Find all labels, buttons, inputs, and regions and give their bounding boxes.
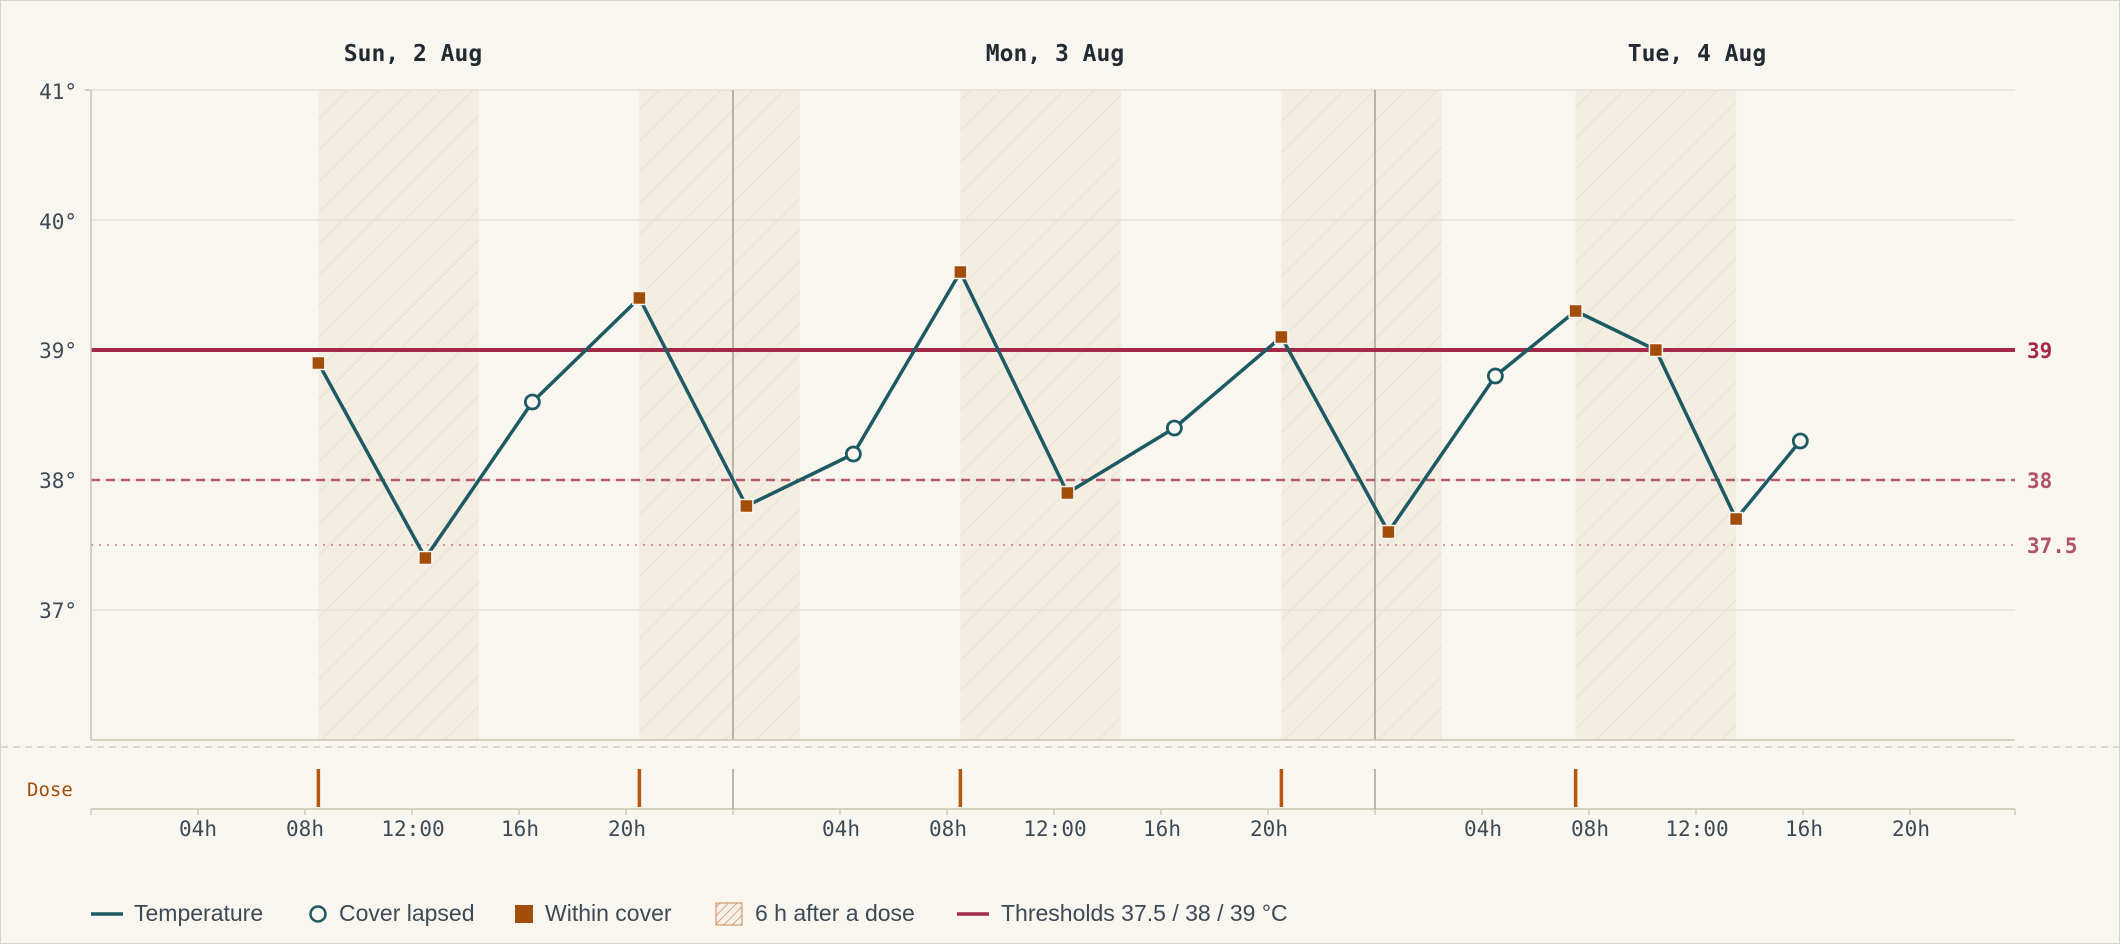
x-tick-label: 16h <box>501 817 539 841</box>
dose-cover-bands <box>318 90 1737 740</box>
point-cover-lapsed <box>523 393 541 411</box>
x-tick-label: 04h <box>822 817 860 841</box>
y-tick-label: 40° <box>39 210 77 234</box>
point-cover-lapsed <box>1486 367 1504 385</box>
point-within-cover <box>1648 342 1664 358</box>
cover-band <box>1281 90 1442 740</box>
legend-label: Temperature <box>134 900 263 926</box>
thresholds <box>91 348 2015 546</box>
x-tick-label: 08h <box>1571 817 1609 841</box>
legend-item-cover-lapsed: Cover lapsed <box>309 900 475 926</box>
legend: Temperature Cover lapsed Within cover 6 … <box>91 900 1288 926</box>
legend-hatch-swatch <box>715 902 743 926</box>
legend-item-thresholds: Thresholds 37.5 / 38 / 39 °C <box>957 900 1288 926</box>
x-tick-label: 20h <box>608 817 646 841</box>
cover-band <box>1575 90 1737 740</box>
legend-label: 6 h after a dose <box>755 900 915 926</box>
x-tick-label: 08h <box>929 817 967 841</box>
threshold-label-39: 39 <box>2027 339 2052 363</box>
cover-band <box>318 90 479 740</box>
x-tick-label: 12:00 <box>1023 817 1086 841</box>
x-tick-label: 20h <box>1250 817 1288 841</box>
x-tick-label: 16h <box>1143 817 1181 841</box>
x-tick-label: 04h <box>179 817 217 841</box>
legend-label: Within cover <box>545 900 672 926</box>
x-tick-label: 16h <box>1785 817 1823 841</box>
day-label: Tue, 4 Aug <box>1628 41 1766 67</box>
y-tick-label: 38° <box>39 469 77 493</box>
point-within-cover <box>311 355 326 371</box>
point-within-cover <box>1060 485 1075 501</box>
y-tick-label: 37° <box>39 599 77 623</box>
point-within-cover <box>1381 524 1396 540</box>
legend-label: Thresholds 37.5 / 38 / 39 °C <box>1001 900 1288 926</box>
point-within-cover <box>953 264 968 280</box>
dose-track <box>90 769 2016 815</box>
cover-band <box>960 90 1121 740</box>
y-tick-label: 39° <box>39 339 77 363</box>
point-cover-lapsed <box>844 445 862 463</box>
point-within-cover <box>632 290 647 306</box>
x-tick-label: 20h <box>1892 817 1930 841</box>
point-within-cover <box>1274 329 1289 345</box>
x-tick-label: 12:00 <box>1665 817 1728 841</box>
day-label: Mon, 3 Aug <box>986 41 1124 67</box>
axes <box>1 89 2119 748</box>
legend-circle-swatch <box>309 905 327 923</box>
point-within-cover <box>739 498 754 514</box>
threshold-label-37-5: 37.5 <box>2027 534 2078 558</box>
point-within-cover <box>1568 303 1583 319</box>
point-cover-lapsed <box>1165 419 1183 437</box>
legend-item-after-dose: 6 h after a dose <box>715 900 915 926</box>
point-cover-lapsed <box>1791 432 1809 450</box>
legend-label: Cover lapsed <box>339 900 475 926</box>
point-within-cover <box>1728 511 1744 527</box>
legend-item-temperature: Temperature <box>91 900 263 926</box>
legend-item-within-cover: Within cover <box>515 900 672 926</box>
temperature-series <box>311 264 1809 566</box>
point-within-cover <box>418 550 433 566</box>
x-tick-label: 04h <box>1464 817 1502 841</box>
x-tick-labels: 04h 08h 12:00 16h 20h 04h 08h 12:00 16h … <box>179 817 1930 841</box>
cover-band <box>639 90 800 740</box>
temperature-line <box>316 270 1802 560</box>
threshold-label-38: 38 <box>2027 469 2052 493</box>
y-tick-label: 41° <box>39 80 77 104</box>
dose-track-label: Dose <box>27 779 73 801</box>
x-tick-label: 08h <box>286 817 324 841</box>
legend-square-swatch <box>515 905 533 923</box>
day-label: Sun, 2 Aug <box>344 41 482 67</box>
x-tick-label: 12:00 <box>381 817 444 841</box>
